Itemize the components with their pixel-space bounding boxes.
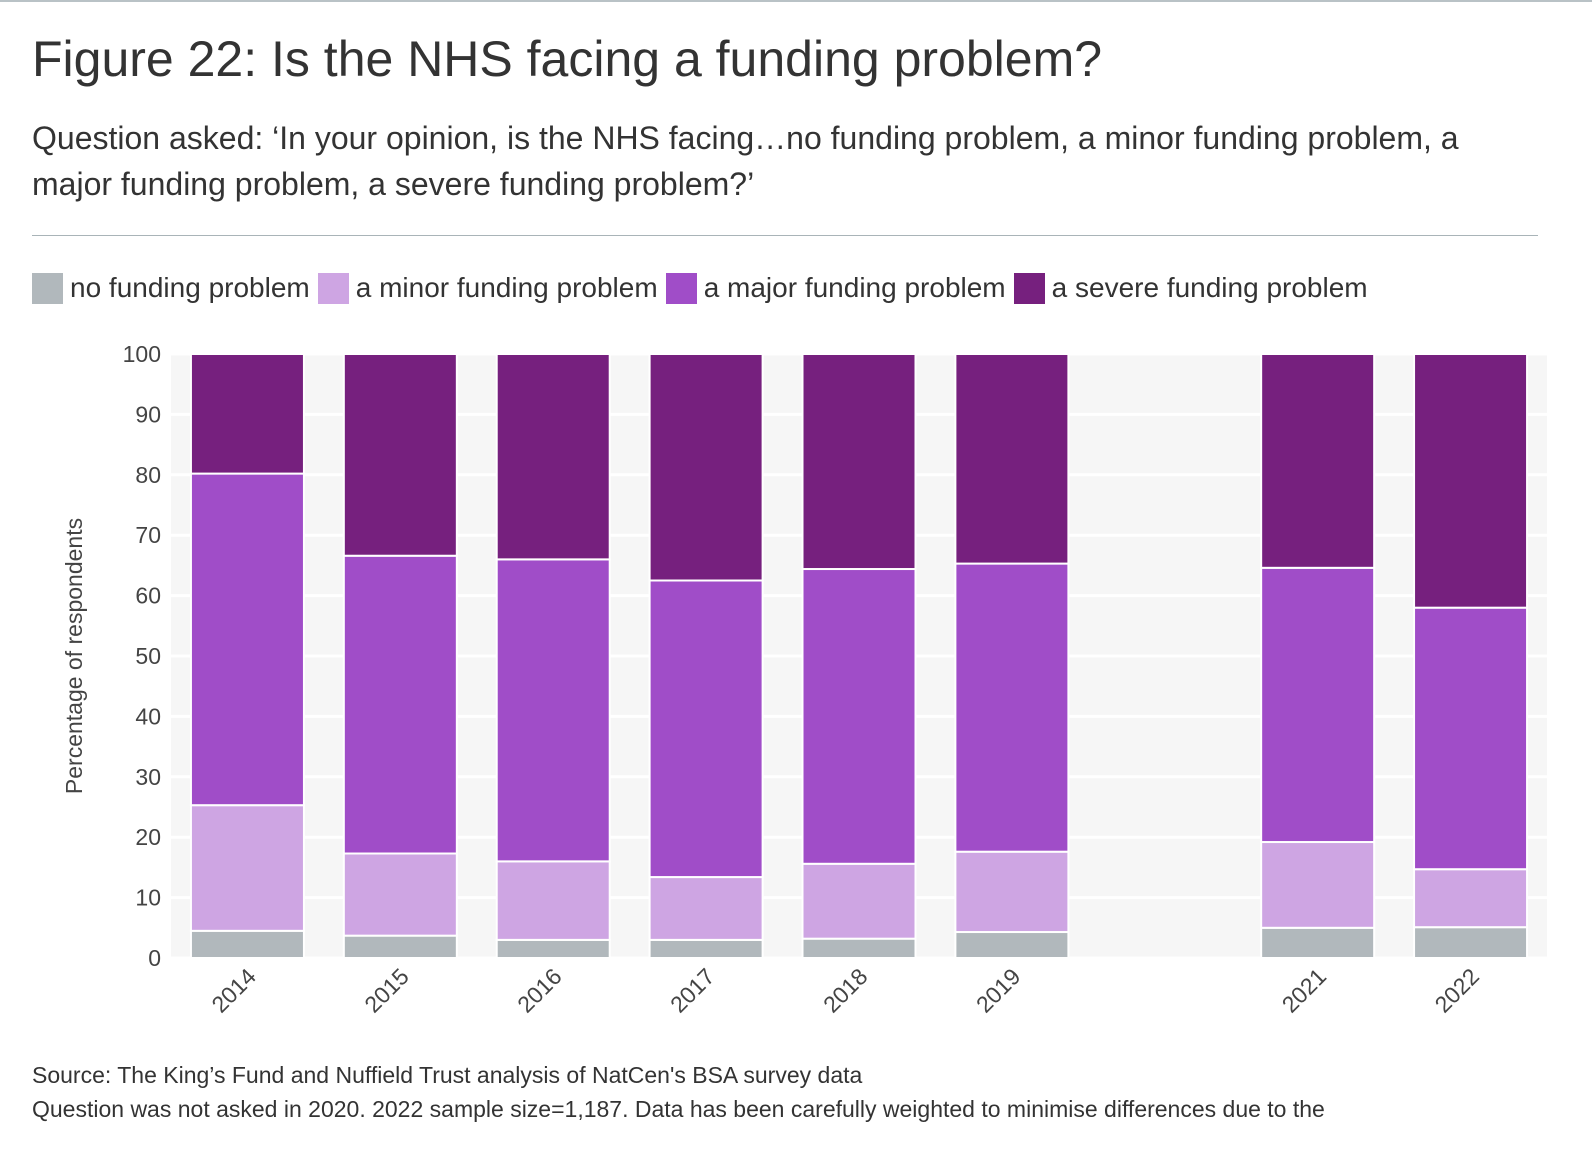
- bar-segment-major: [495, 558, 611, 863]
- bar-segment-no: [1260, 926, 1376, 959]
- x-tick-label: 2021: [1277, 963, 1332, 1018]
- bar-segment-severe: [648, 353, 764, 582]
- bar-segment-no: [495, 938, 611, 960]
- bar-segment-minor: [1260, 841, 1376, 929]
- bar-segment-severe: [801, 353, 917, 571]
- y-tick-label: 100: [123, 341, 161, 367]
- y-tick-label: 30: [135, 764, 161, 790]
- bar-segment-severe: [342, 353, 458, 557]
- bar-segment-major: [1260, 566, 1376, 844]
- bar-segment-minor: [954, 850, 1070, 934]
- y-tick-label: 40: [135, 703, 161, 729]
- bar-segment-minor: [342, 852, 458, 937]
- bar-segment-severe: [954, 353, 1070, 565]
- y-tick-label: 0: [148, 945, 161, 971]
- legend-item-no-funding-problem[interactable]: no funding problem: [32, 272, 310, 304]
- y-tick-label: 70: [135, 522, 161, 548]
- bar-segment-severe: [1413, 353, 1529, 609]
- chart-title: Figure 22: Is the NHS facing a funding p…: [32, 31, 1103, 87]
- methodology-note: Question was not asked in 2020. 2022 sam…: [32, 1096, 1325, 1122]
- header-divider: [32, 235, 1538, 236]
- bar-segment-minor: [1413, 868, 1529, 929]
- legend-swatch: [317, 272, 349, 304]
- bar-segment-major: [189, 472, 305, 807]
- bar-segment-no: [1413, 926, 1529, 959]
- bar-segment-no: [189, 929, 305, 960]
- bar-segment-no: [801, 937, 917, 959]
- stacked-bar-chart: 0 10 20 30 40 50 60 70 80 90 100 Percentage of resp…: [61, 341, 1547, 1018]
- y-tick-label: 60: [135, 583, 161, 609]
- y-tick-label: 80: [135, 462, 161, 488]
- legend-swatch: [32, 272, 63, 304]
- legend-label: a minor funding problem: [355, 272, 658, 303]
- bar-segment-minor: [648, 876, 764, 941]
- x-tick-label: 2018: [818, 963, 873, 1018]
- x-tick-label: 2015: [359, 963, 414, 1018]
- x-tick-label: 2019: [971, 963, 1026, 1018]
- y-axis-title: Percentage of respondents: [61, 518, 87, 794]
- chart-subtitle: Question asked: ‘In your opinion, is the…: [32, 120, 1459, 202]
- bar-segment-severe: [1260, 353, 1376, 569]
- bar-segment-major: [648, 579, 764, 879]
- bar-segment-no: [648, 938, 764, 960]
- y-tick-label: 50: [135, 643, 161, 669]
- legend-swatch: [1013, 272, 1045, 304]
- y-tick-label: 10: [135, 885, 161, 911]
- y-tick-label: 20: [135, 824, 161, 850]
- bar-segment-major: [342, 554, 458, 855]
- legend-label: no funding problem: [70, 272, 310, 303]
- legend-item-major-funding-problem[interactable]: a major funding problem: [665, 272, 1006, 304]
- legend-item-severe-funding-problem[interactable]: a severe funding problem: [1013, 272, 1368, 304]
- legend-swatch: [665, 272, 697, 304]
- bar-segment-minor: [801, 862, 917, 940]
- bar-segment-major: [1413, 606, 1529, 871]
- legend: no funding problem a minor funding probl…: [32, 270, 1376, 306]
- x-tick-label: 2014: [206, 963, 261, 1018]
- x-tick-label: 2022: [1430, 963, 1485, 1018]
- y-tick-label: 90: [135, 401, 161, 427]
- bar-segment-no: [342, 934, 458, 959]
- bar-segment-severe: [495, 353, 611, 561]
- bar-segment-severe: [189, 353, 305, 475]
- x-tick-label: 2016: [512, 963, 567, 1018]
- bar-segment-no: [954, 931, 1070, 960]
- bar-segment-major: [801, 568, 917, 865]
- top-rule: [0, 0, 1592, 2]
- x-tick-label: 2017: [665, 963, 720, 1018]
- legend-label: a severe funding problem: [1051, 272, 1368, 303]
- bar-segment-minor: [189, 804, 305, 932]
- source-note: Source: The King’s Fund and Nuffield Tru…: [32, 1062, 863, 1088]
- bar-segment-major: [954, 562, 1070, 853]
- bar-segment-minor: [495, 860, 611, 941]
- legend-label: a major funding problem: [703, 272, 1006, 303]
- legend-item-minor-funding-problem[interactable]: a minor funding problem: [317, 272, 658, 304]
